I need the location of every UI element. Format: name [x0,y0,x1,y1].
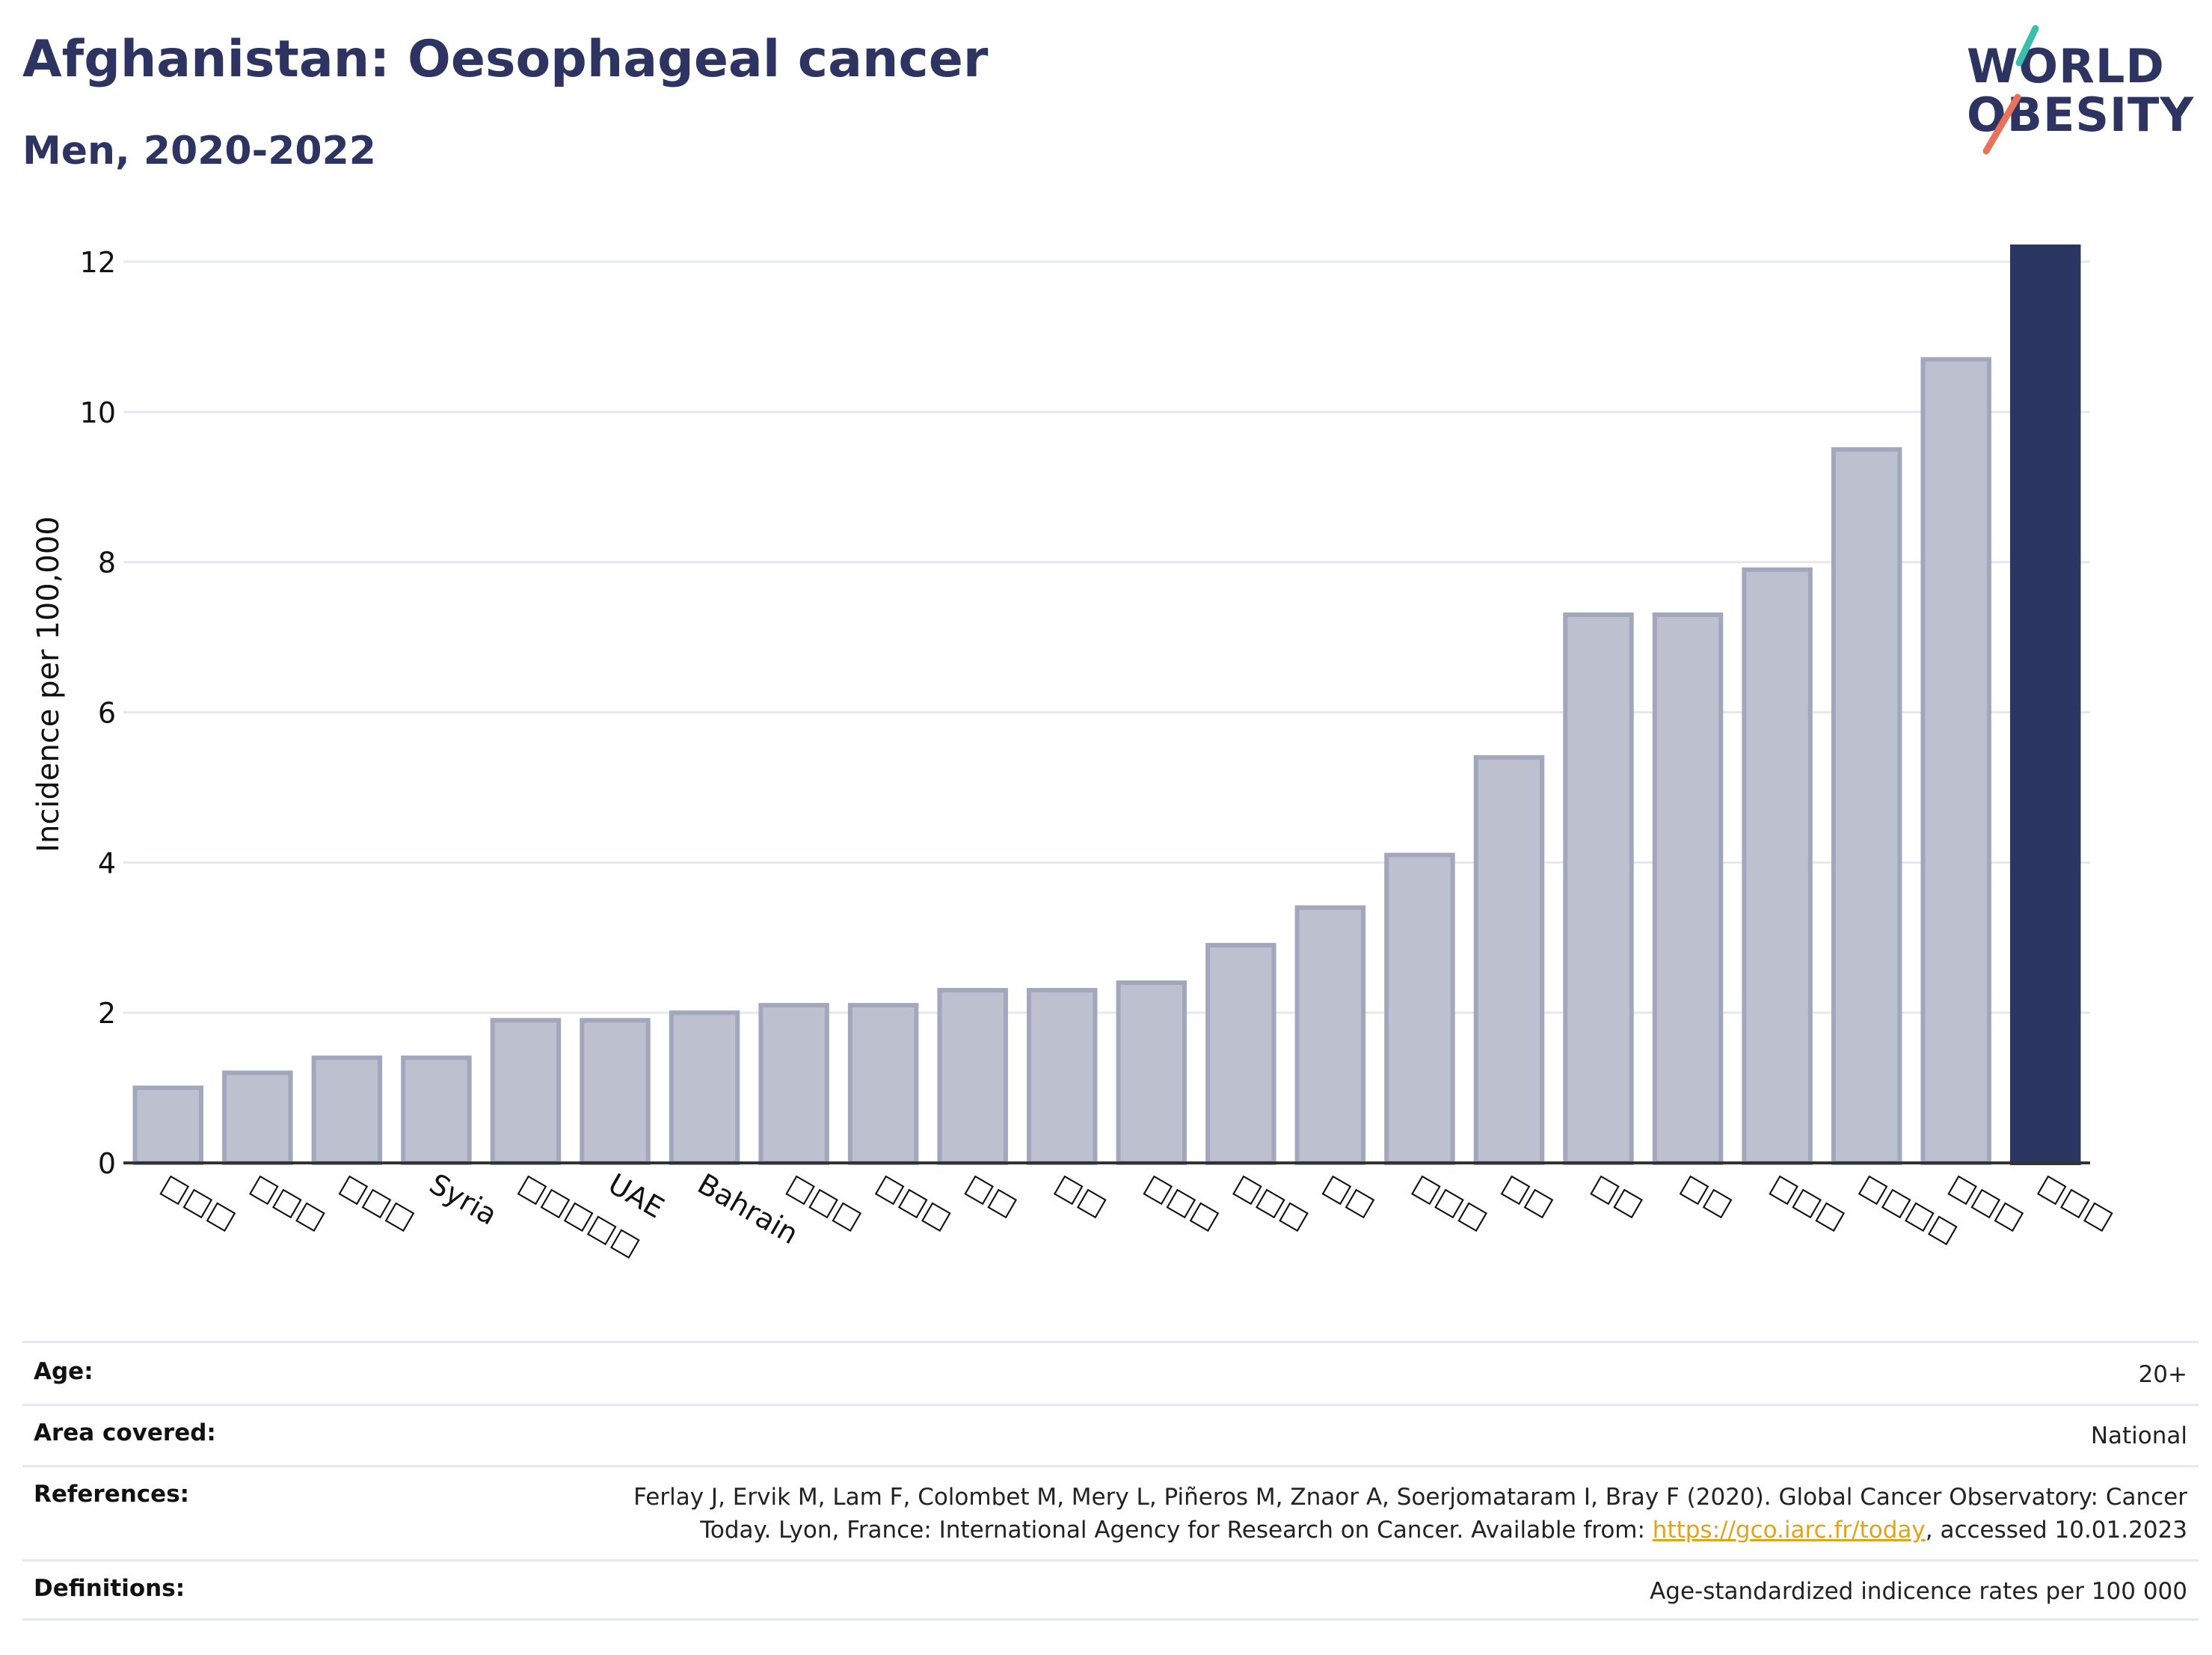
meta-row-references: References: Ferlay J, Ervik M, Lam F, Co… [22,1465,2199,1559]
y-axis-label: Incidence per 100,000 [31,516,66,853]
x-tick-label: □□□ [2033,1167,2119,1236]
x-tick-label: Bahrain [692,1167,804,1251]
references-text-line2: Today. Lyon, France: International Agenc… [700,1517,1653,1544]
meta-row-age: Age: 20+ [22,1341,2199,1404]
bar [222,1070,293,1165]
world-obesity-logo: WORLD OBESITY [1952,16,2199,166]
bar [311,1055,383,1165]
bar [1473,755,1545,1165]
bar [490,1018,562,1166]
meta-references-value: Ferlay J, Ervik M, Lam F, Colombet M, Me… [633,1481,2187,1547]
x-tick-label: □□ [1676,1167,1739,1223]
meta-age-label: Age: [34,1358,93,1385]
bar [132,1085,204,1166]
x-tick-label: □□□ [1229,1167,1315,1236]
references-link[interactable]: https://gco.iarc.fr/today [1652,1517,1926,1544]
meta-area-value: National [2090,1422,2187,1449]
y-tick-label: 10 [80,396,116,429]
x-tick-label: □□□ [1407,1167,1493,1236]
logo-slash-icon [1982,25,2039,155]
x-tick-label: □□ [1496,1167,1559,1223]
bar [1652,612,1724,1165]
y-tick-label: 0 [98,1147,116,1180]
references-text-accessed: , accessed 10.01.2023 [1925,1517,2187,1544]
logo-text-world: WORLD [1967,39,2165,93]
x-tick-label: Syria [424,1167,503,1232]
bar [1742,567,1813,1165]
bar [1116,980,1188,1165]
x-tick-label: □□ [960,1167,1023,1223]
chart-subtitle: Men, 2020-2022 [22,129,376,174]
x-tick-label: □□ [1586,1167,1649,1223]
meta-definitions-label: Definitions: [34,1575,185,1602]
x-tick-label: □□□ [1139,1167,1225,1236]
bar [847,1003,919,1165]
y-tick-label: 4 [98,847,116,879]
bar [1294,905,1366,1166]
bar [580,1018,651,1166]
bar [401,1055,472,1165]
x-tick-label: □□ [1318,1167,1380,1223]
x-tick-label: □□□ [1765,1167,1851,1236]
x-tick-label: □□□ [334,1167,420,1236]
references-text-line1: Ferlay J, Ervik M, Lam F, Colombet M, Me… [633,1484,2187,1511]
meta-definitions-value: Age-standardized indicence rates per 100… [1650,1578,2187,1605]
x-tick-label: □□□□ [1855,1167,1964,1250]
bar [1563,612,1634,1165]
x-tick-label: □□□ [871,1167,957,1236]
bar [1920,357,1991,1166]
bar [1026,988,1098,1165]
meta-row-definitions: Definitions: Age-standardized indicence … [22,1559,2199,1621]
metadata-table: Age: 20+ Area covered: National Referenc… [22,1341,2199,1621]
x-tick-label: □□□ [156,1167,242,1236]
bar-highlighted [2009,244,2081,1166]
meta-row-area: Area covered: National [22,1404,2199,1465]
bar [669,1010,740,1165]
meta-area-label: Area covered: [34,1419,216,1446]
chart-title: Afghanistan: Oesophageal cancer [22,30,989,89]
bars [132,244,2081,1166]
x-tick-label: □□□ [245,1167,331,1236]
bar [1384,853,1455,1165]
y-tick-label: 6 [98,697,116,730]
bar [1205,942,1276,1165]
y-tick-label: 8 [98,547,116,580]
y-tick-label: 2 [98,997,116,1030]
meta-age-value: 20+ [2138,1361,2187,1388]
bar [937,988,1008,1165]
x-tick-label: □□ [1050,1167,1113,1223]
y-tick-label: 12 [80,246,116,279]
meta-references-label: References: [34,1481,190,1508]
bar [758,1003,829,1165]
bar [1831,447,1902,1165]
